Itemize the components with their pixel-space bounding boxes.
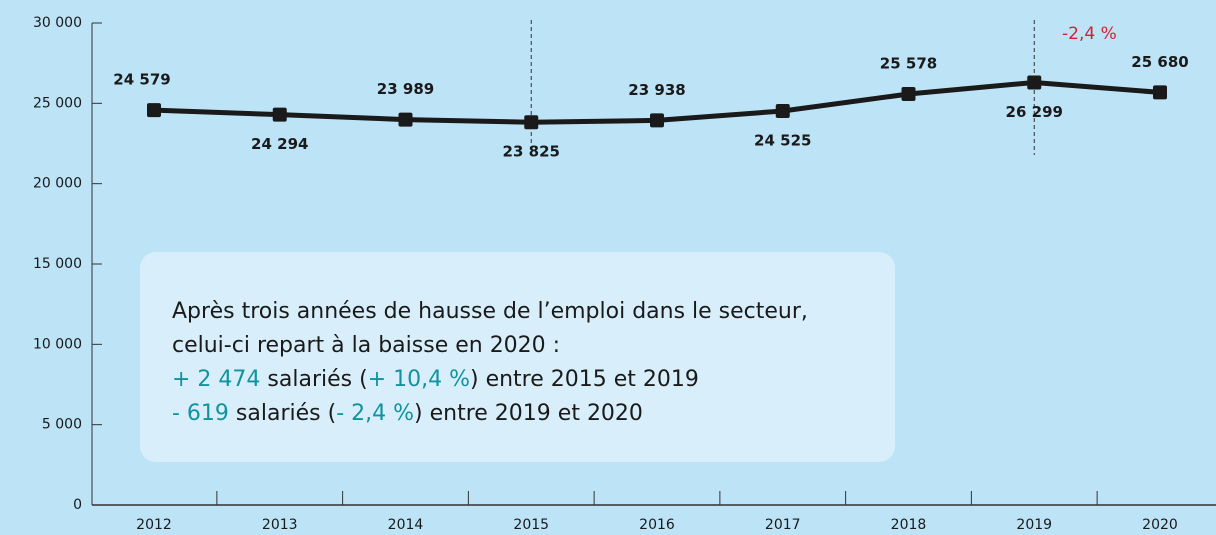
point	[775, 103, 790, 118]
x-tick-label: 2013	[262, 517, 298, 533]
note-line: - 619 salariés (- 2,4 %) entre 2019 et 2…	[172, 401, 643, 426]
x-tick-label: 2016	[639, 517, 675, 533]
value-label: 24 525	[754, 131, 811, 149]
note-box	[140, 252, 895, 462]
note-text: ) entre 2015 et 2019	[470, 367, 699, 392]
x-tick-label: 2017	[765, 517, 801, 533]
y-tick-label: 25 000	[33, 95, 82, 111]
y-tick-label: 10 000	[33, 336, 82, 352]
note-highlight: - 2,4 %	[336, 401, 414, 426]
x-tick-label: 2014	[388, 517, 424, 533]
value-label: 23 938	[628, 81, 685, 99]
value-label: 23 989	[377, 80, 434, 98]
y-tick-label: 20 000	[33, 176, 82, 192]
value-label: 25 578	[880, 55, 937, 73]
note-line: Après trois années de hausse de l’emploi…	[172, 299, 808, 324]
note-text: ) entre 2019 et 2020	[414, 401, 643, 426]
note-text: celui-ci repart à la baisse en 2020 :	[172, 333, 560, 358]
y-tick-label: 15 000	[33, 256, 82, 272]
value-label: 24 579	[113, 71, 170, 89]
point	[272, 107, 287, 122]
note-text: salariés (	[229, 401, 336, 426]
value-label: 23 825	[503, 143, 560, 161]
point	[650, 113, 664, 128]
point	[398, 112, 413, 127]
x-tick-label: 2015	[513, 517, 549, 533]
x-tick-label: 2012	[136, 517, 172, 533]
note-text: Après trois années de hausse de l’emploi…	[172, 299, 808, 324]
note-line: + 2 474 salariés (+ 10,4 %) entre 2015 e…	[172, 367, 699, 392]
note-line: celui-ci repart à la baisse en 2020 :	[172, 333, 560, 358]
value-label: 26 299	[1006, 103, 1063, 121]
x-tick-label: 2018	[891, 517, 927, 533]
point	[901, 87, 916, 102]
x-tick-label: 2020	[1142, 517, 1178, 533]
point	[147, 103, 161, 118]
point	[1027, 75, 1042, 90]
point	[524, 115, 539, 130]
note-text: salariés (	[260, 367, 367, 392]
note-highlight: + 10,4 %	[368, 367, 470, 392]
value-label: 24 294	[251, 135, 308, 153]
note-highlight: - 619	[172, 401, 229, 426]
y-tick-label: 0	[73, 497, 82, 513]
annotation: -2,4 %	[1062, 24, 1117, 44]
x-tick-label: 2019	[1016, 517, 1052, 533]
note-highlight: + 2 474	[172, 367, 260, 392]
value-label: 25 680	[1131, 53, 1188, 71]
y-tick-label: 5 000	[42, 417, 82, 433]
y-tick-label: 30 000	[33, 15, 82, 31]
point	[1153, 85, 1167, 100]
